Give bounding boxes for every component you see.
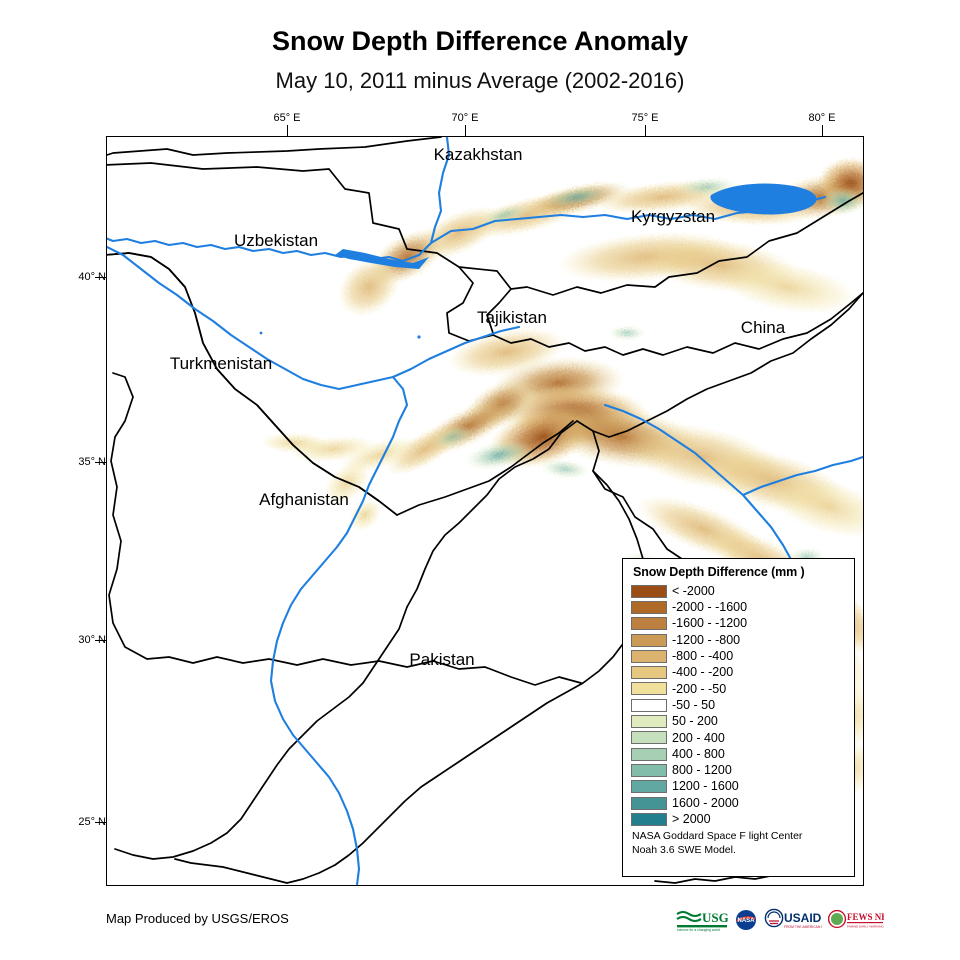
- legend-class-list: < -2000 -2000 - -1600 -1600 - -1200 -1200 -…: [631, 583, 848, 827]
- lat-tick-label-1: 35° N: [78, 456, 106, 468]
- legend-row: 800 - 1200: [631, 762, 848, 778]
- svg-text:FAMINE EARLY WARNING SYSTEMS N: FAMINE EARLY WARNING SYSTEMS NETWORK: [847, 925, 884, 929]
- lat-tick-mark-2: [95, 640, 106, 641]
- legend-row: 400 - 800: [631, 746, 848, 762]
- footer-logos: USGS science for a changing world NASA U…: [676, 906, 884, 934]
- lon-tick-label-0: 65° E: [273, 112, 301, 124]
- legend-label-1: -2000 - -1600: [672, 600, 748, 615]
- legend-swatch-10: [631, 747, 667, 761]
- lon-tick-mark-3: [822, 125, 823, 136]
- legend-swatch-8: [631, 715, 667, 729]
- legend-row: -400 - -200: [631, 664, 848, 680]
- lon-tick-label-2: 75° E: [631, 112, 659, 124]
- legend-row: -1200 - -800: [631, 632, 848, 648]
- svg-text:FEWS NET: FEWS NET: [847, 912, 884, 922]
- legend-label-4: -800 - -400: [672, 649, 734, 664]
- legend-title: Snow Depth Difference (mm ): [633, 565, 805, 579]
- legend-label-13: 1600 - 2000: [672, 795, 739, 810]
- rivers: [107, 137, 863, 885]
- lat-tick-label-3: 25° N: [78, 816, 106, 828]
- legend-source-line1: NASA Goddard Space F light Center: [632, 830, 803, 843]
- legend-swatch-0: [631, 584, 667, 598]
- svg-text:NASA: NASA: [737, 918, 755, 924]
- lat-tick-label-2: 30° N: [78, 634, 106, 646]
- legend-label-11: 800 - 1200: [672, 763, 732, 778]
- legend-swatch-14: [631, 812, 667, 826]
- legend-swatch-11: [631, 763, 667, 777]
- lat-tick-mark-0: [95, 277, 106, 278]
- legend-label-8: 50 - 200: [672, 714, 718, 729]
- legend-label-2: -1600 - -1200: [672, 616, 748, 631]
- legend-row: -2000 - -1600: [631, 599, 848, 615]
- legend-row: 1600 - 2000: [631, 795, 848, 811]
- lat-tick-label-0: 40° N: [78, 271, 106, 283]
- legend-swatch-12: [631, 780, 667, 794]
- legend-swatch-13: [631, 796, 667, 810]
- page-title: Snow Depth Difference Anomaly: [271, 26, 689, 56]
- legend-label-6: -200 - -50: [672, 681, 727, 696]
- legend-swatch-1: [631, 600, 667, 614]
- legend-row: -1600 - -1200: [631, 616, 848, 632]
- legend-row: 1200 - 1600: [631, 779, 848, 795]
- usaid-logo: USAID FROM THE AMERICAN PEOPLE: [764, 908, 822, 932]
- legend-row: < -2000: [631, 583, 848, 599]
- legend-swatch-5: [631, 666, 667, 680]
- legend-row: -800 - -400: [631, 648, 848, 664]
- lon-tick-label-1: 70° E: [451, 112, 479, 124]
- svg-text:USGS: USGS: [702, 910, 728, 925]
- page-subtitle: May 10, 2011 minus Average (2002-2016): [275, 68, 685, 93]
- lat-tick-mark-3: [95, 822, 106, 823]
- legend-row: > 2000: [631, 811, 848, 827]
- legend-source-line2: Noah 3.6 SWE Model.: [632, 843, 736, 856]
- legend-label-0: < -2000: [672, 583, 715, 598]
- legend-row: -200 - -50: [631, 681, 848, 697]
- legend-label-7: -50 - 50: [672, 697, 716, 712]
- legend-swatch-6: [631, 682, 667, 696]
- lon-tick-label-3: 80° E: [808, 112, 836, 124]
- lon-tick-mark-0: [287, 125, 288, 136]
- legend-source-note: NASA Goddard Space F light Center Noah 3…: [632, 830, 848, 856]
- legend-row: 200 - 400: [631, 730, 848, 746]
- fewsnet-logo: FEWS NET FAMINE EARLY WARNING SYSTEMS NE…: [828, 908, 884, 932]
- legend-label-14: > 2000: [672, 812, 711, 827]
- legend-row: 50 - 200: [631, 713, 848, 729]
- nasa-logo: NASA: [734, 908, 758, 932]
- legend-label-9: 200 - 400: [672, 730, 725, 745]
- footer-credit: Map Produced by USGS/EROS: [106, 911, 289, 926]
- svg-text:science for a changing world: science for a changing world: [677, 928, 720, 932]
- country-borders: [107, 137, 863, 884]
- legend-swatch-4: [631, 649, 667, 663]
- legend-label-10: 400 - 800: [672, 746, 725, 761]
- legend-swatch-7: [631, 698, 667, 712]
- svg-text:USAID: USAID: [784, 911, 822, 925]
- lat-tick-mark-1: [95, 462, 106, 463]
- usgs-logo: USGS science for a changing world: [676, 908, 728, 932]
- legend-label-12: 1200 - 1600: [672, 779, 739, 794]
- legend-swatch-2: [631, 617, 667, 631]
- legend-label-5: -400 - -200: [672, 665, 734, 680]
- legend-row: -50 - 50: [631, 697, 848, 713]
- lon-tick-mark-1: [465, 125, 466, 136]
- legend-swatch-9: [631, 731, 667, 745]
- legend-label-3: -1200 - -800: [672, 632, 741, 647]
- legend-swatch-3: [631, 633, 667, 647]
- svg-text:FROM THE AMERICAN PEOPLE: FROM THE AMERICAN PEOPLE: [784, 925, 822, 929]
- map-legend: Snow Depth Difference (mm ) < -2000 -2000…: [622, 558, 855, 877]
- lon-tick-mark-2: [645, 125, 646, 136]
